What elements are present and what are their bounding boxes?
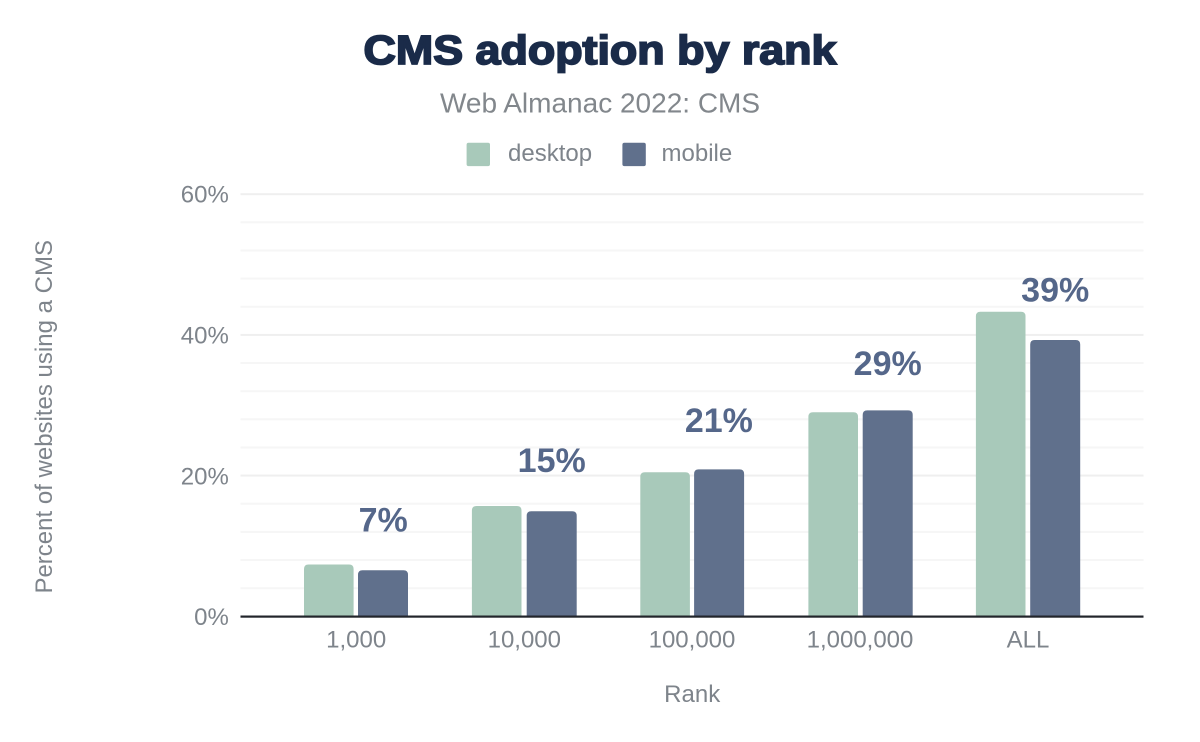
svg-text:Web Almanac 2022: CMS: Web Almanac 2022: CMS <box>440 88 760 119</box>
svg-text:39%: 39% <box>1021 272 1089 310</box>
svg-text:100,000: 100,000 <box>649 626 736 653</box>
svg-text:10,000: 10,000 <box>488 626 561 653</box>
svg-text:Percent of websites using a CM: Percent of websites using a CMS <box>31 240 58 594</box>
svg-text:Rank: Rank <box>664 681 721 708</box>
svg-text:29%: 29% <box>854 345 922 383</box>
svg-text:20%: 20% <box>181 463 229 490</box>
svg-text:40%: 40% <box>181 323 229 350</box>
svg-text:mobile: mobile <box>662 140 733 167</box>
svg-text:ALL: ALL <box>1007 626 1050 653</box>
svg-text:1,000,000: 1,000,000 <box>807 626 914 653</box>
svg-text:CMS adoption by rank: CMS adoption by rank <box>364 28 837 74</box>
svg-text:7%: 7% <box>359 502 408 540</box>
svg-text:60%: 60% <box>181 182 229 209</box>
svg-text:1,000: 1,000 <box>326 626 386 653</box>
svg-text:0%: 0% <box>194 604 229 631</box>
svg-text:desktop: desktop <box>508 140 592 167</box>
svg-text:21%: 21% <box>685 402 753 440</box>
svg-text:15%: 15% <box>518 442 586 480</box>
